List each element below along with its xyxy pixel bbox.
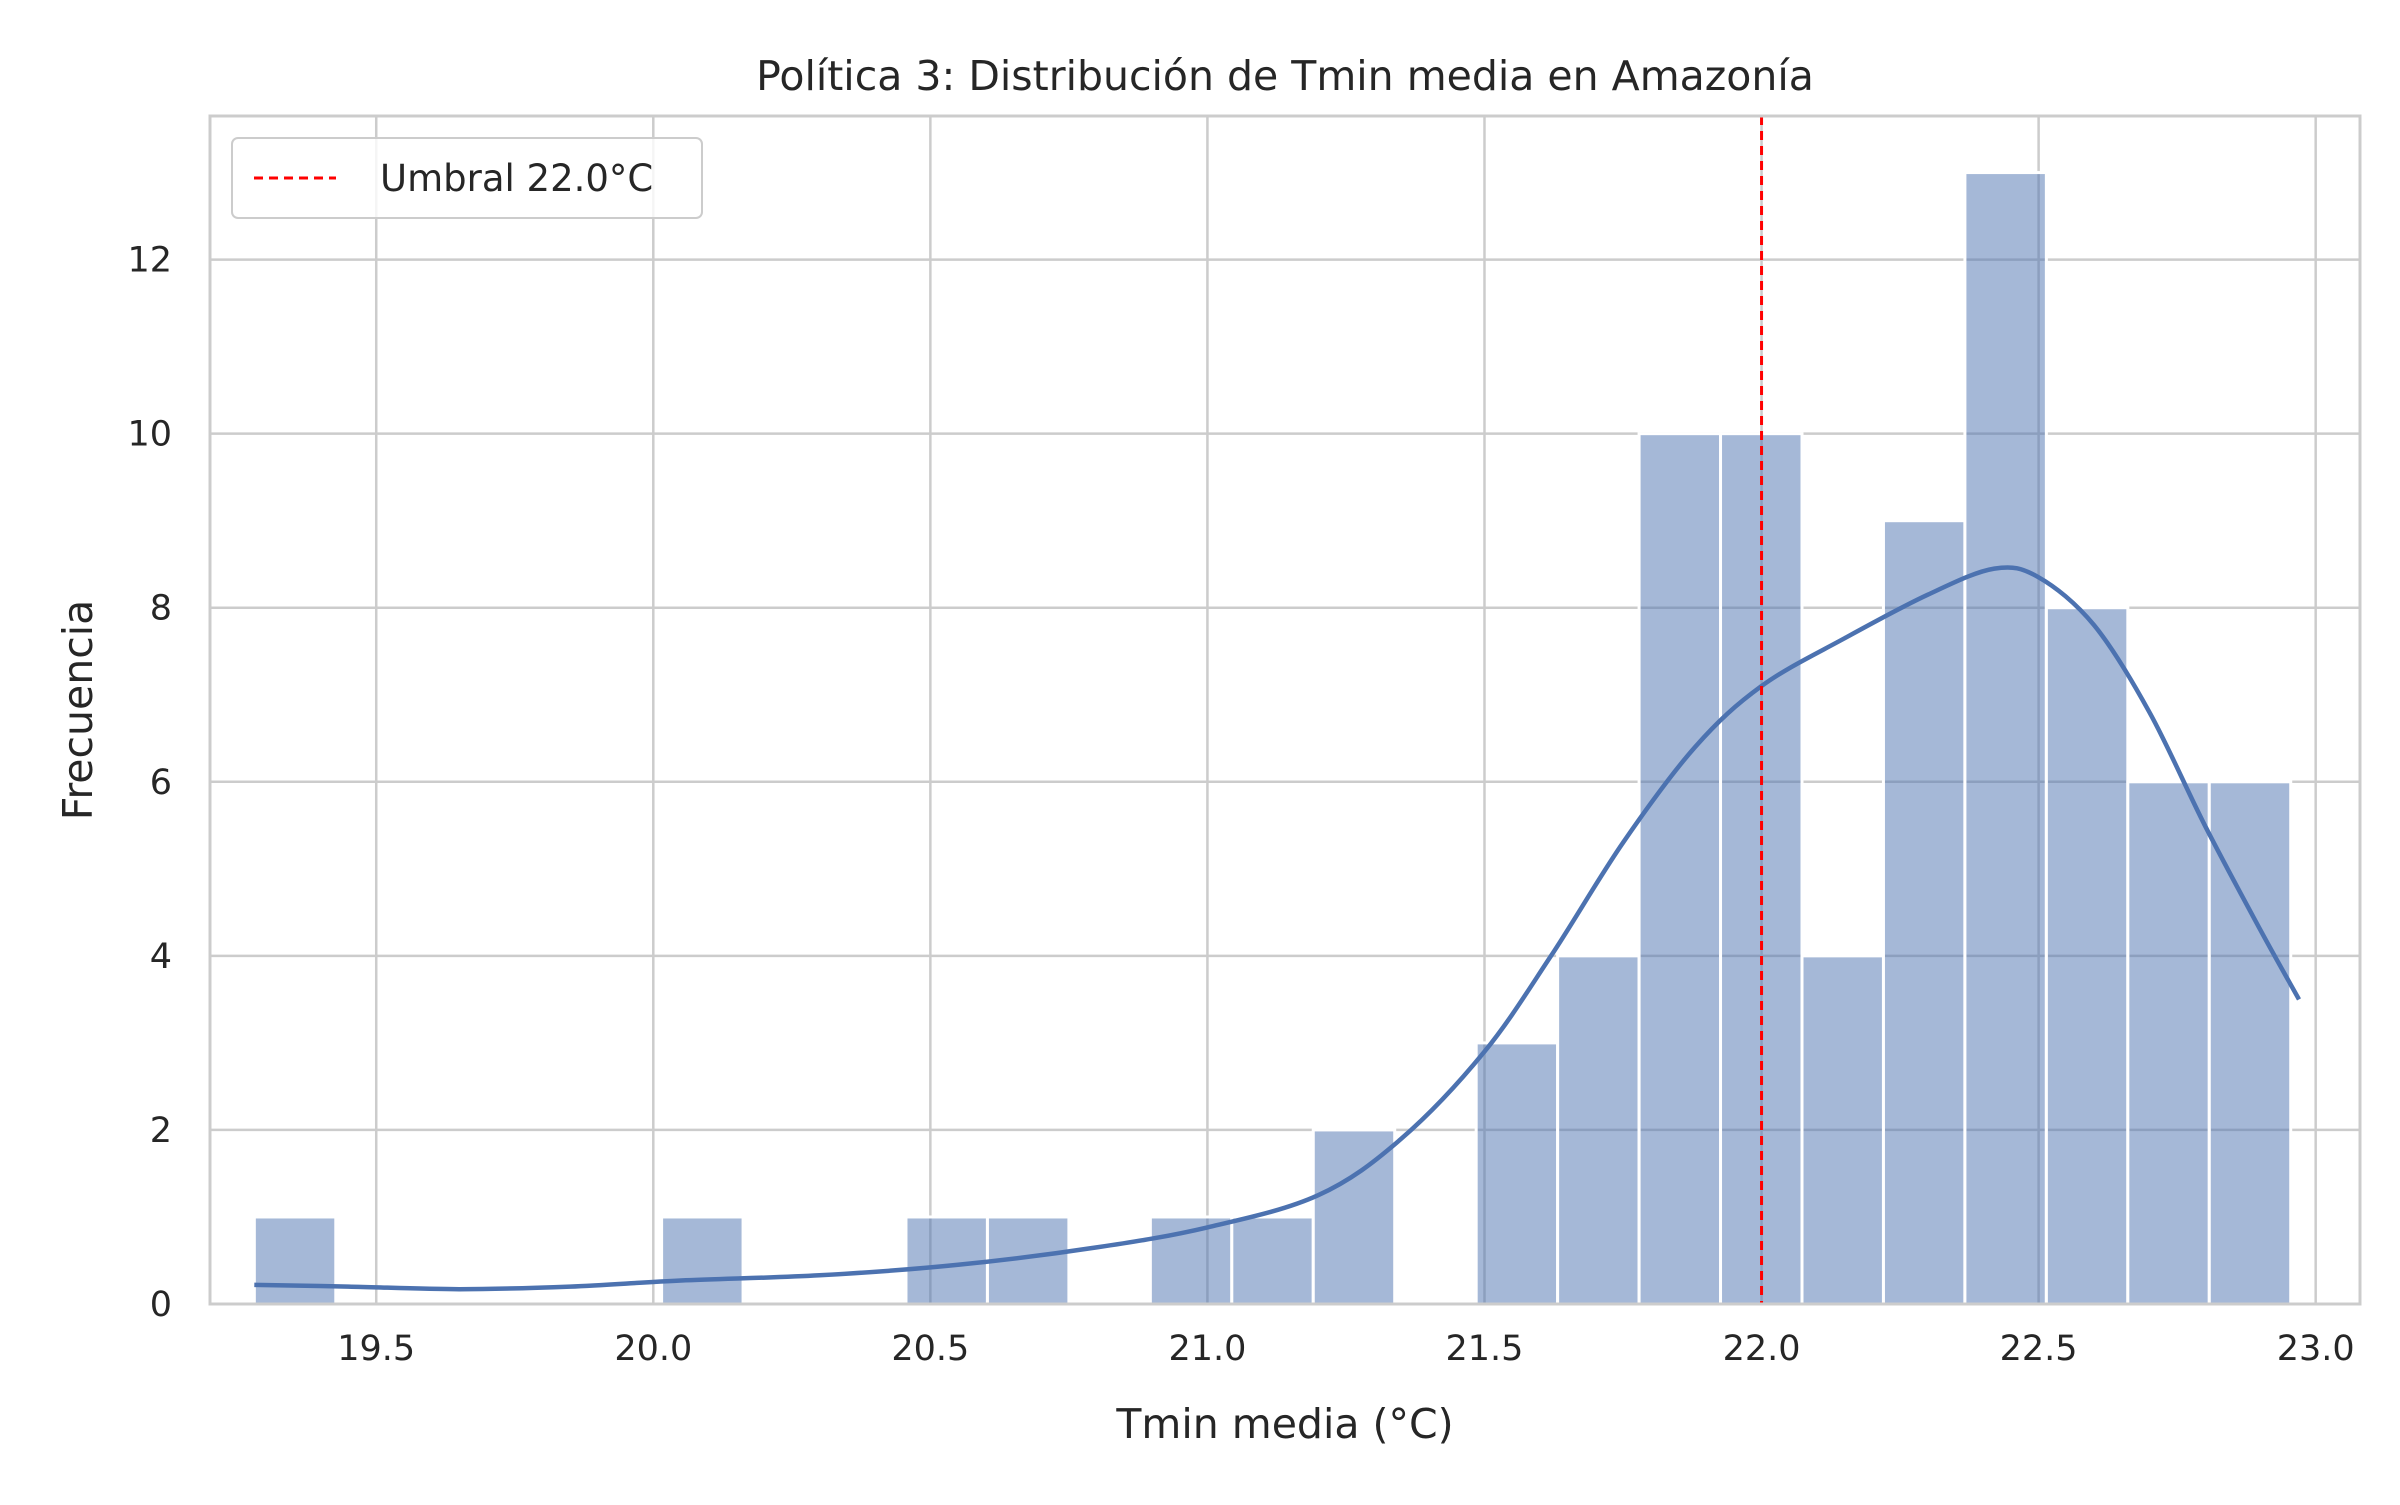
histogram-bar <box>904 1215 989 1306</box>
y-tick-label: 2 <box>150 1111 172 1151</box>
x-axis-label: Tmin media (°C) <box>1115 1400 1453 1448</box>
y-tick-label: 0 <box>150 1285 172 1325</box>
histogram-bar <box>1800 954 1885 1306</box>
kde-curve <box>254 565 2301 1292</box>
x-tick-label: 23.0 <box>2277 1329 2355 1369</box>
histogram-bar <box>660 1215 745 1306</box>
ticks-layer: 19.5 20.0 20.5 21.0 21.5 22.0 22.5 23.0 0 2 4 6 8 10 1… <box>127 241 2354 1369</box>
x-tick-label: 20.5 <box>891 1329 969 1369</box>
histogram-bar <box>1230 1215 1315 1306</box>
histogram-bar <box>2044 606 2130 1306</box>
histogram-bar <box>1963 171 2048 1306</box>
legend-threshold-label: Umbral 22.0°C <box>380 157 653 200</box>
histogram-bar <box>1637 432 1723 1306</box>
legend-box <box>231 137 703 219</box>
x-tick-label: 19.5 <box>337 1329 415 1369</box>
x-tick-label: 20.0 <box>614 1329 692 1369</box>
histogram-bar <box>1311 1128 1397 1306</box>
histogram-bar <box>252 1215 338 1306</box>
histogram-bar <box>1556 954 1641 1306</box>
y-tick-label: 8 <box>150 589 172 629</box>
x-tick-label: 22.0 <box>1723 1329 1801 1369</box>
x-tick-label: 21.5 <box>1446 1329 1524 1369</box>
y-tick-label: 4 <box>150 937 172 977</box>
histogram-bar <box>1474 1041 1560 1306</box>
y-tick-label: 12 <box>127 241 172 281</box>
bars-layer <box>252 171 2293 1306</box>
y-tick-label: 6 <box>150 763 172 803</box>
histogram-bar <box>1881 519 1967 1306</box>
x-tick-label: 22.5 <box>2000 1329 2078 1369</box>
kde-layer <box>254 565 2301 1292</box>
y-tick-label: 10 <box>127 415 172 455</box>
y-axis-label: Frecuencia <box>54 600 102 821</box>
chart-title: Política 3: Distribución de Tmin media e… <box>756 52 1814 100</box>
histogram-bar <box>2126 780 2211 1306</box>
legend: Umbral 22.0°C <box>231 137 703 219</box>
x-tick-label: 21.0 <box>1168 1329 1246 1369</box>
axes-frame <box>208 114 2362 1306</box>
